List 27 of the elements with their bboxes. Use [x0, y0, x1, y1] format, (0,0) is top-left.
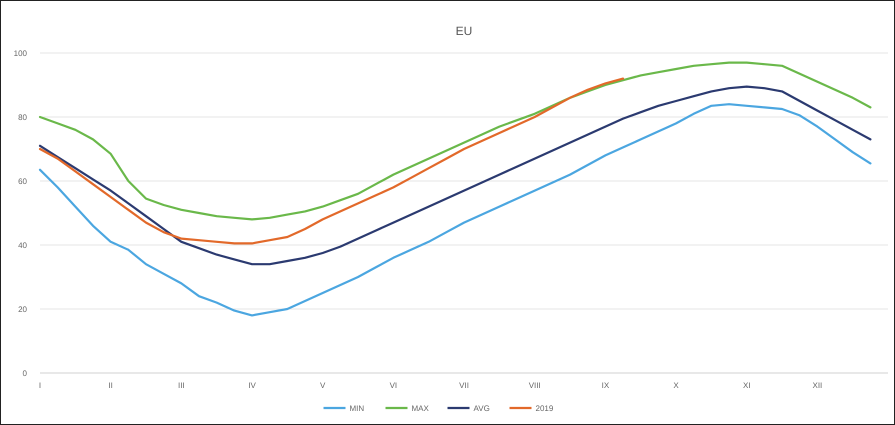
line-series: [38, 86, 872, 266]
y-tick-label: 0: [22, 368, 28, 378]
x-tick-label: V: [320, 381, 326, 390]
x-tick-label: III: [178, 381, 185, 390]
chart-title: EU: [456, 24, 472, 38]
x-tick-label: VI: [390, 381, 398, 390]
legend-label: MAX: [412, 404, 430, 413]
y-tick-label: 80: [18, 112, 28, 122]
legend-label: AVG: [474, 404, 490, 413]
legend-label: MIN: [350, 404, 364, 413]
line-series: [38, 78, 624, 244]
x-tick-label: XII: [812, 381, 822, 390]
x-tick-label: XI: [742, 381, 751, 390]
x-tick-label: IV: [248, 381, 256, 390]
line-series: [38, 103, 872, 316]
y-tick-label: 60: [18, 176, 28, 186]
x-tick-label: VII: [459, 381, 469, 390]
x-tick-label: X: [673, 381, 680, 390]
legend-label: 2019: [536, 404, 554, 413]
y-tick-label: 20: [18, 304, 28, 314]
x-tick-label: IX: [602, 381, 610, 390]
x-tick-label: II: [108, 381, 113, 390]
y-tick-label: 40: [18, 240, 28, 250]
x-tick-label: I: [38, 381, 42, 390]
y-tick-label: 100: [14, 48, 28, 58]
x-tick-label: VIII: [528, 381, 541, 390]
line-series: [38, 62, 872, 220]
